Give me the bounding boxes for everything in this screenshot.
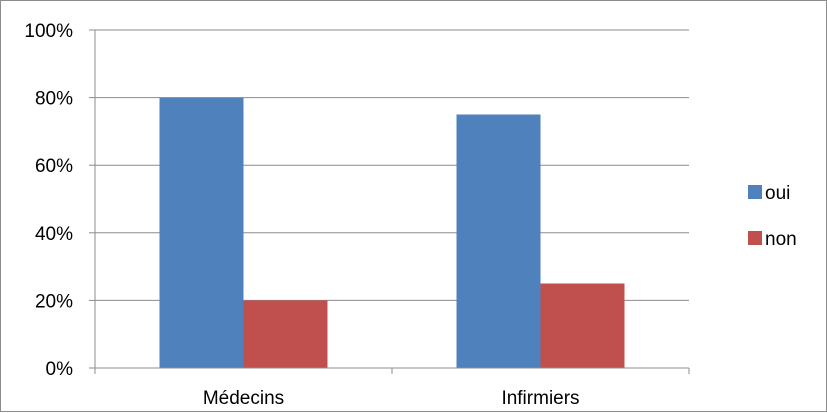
y-tick-labels: 0% 20% 40% 60% 80% 100% — [24, 21, 73, 380]
legend-swatch-non — [748, 231, 762, 245]
legend-label-non: non — [765, 229, 797, 250]
y-tick-label: 100% — [24, 21, 73, 42]
x-category-label: Infirmiers — [501, 388, 579, 409]
bar-oui — [159, 97, 244, 368]
y-tick-label: 20% — [35, 291, 73, 312]
y-tick-label: 60% — [35, 156, 73, 177]
legend-swatch-oui — [748, 185, 762, 199]
axes — [89, 29, 690, 374]
bars — [159, 97, 625, 368]
bar-oui — [456, 114, 541, 368]
y-tick-label: 40% — [35, 224, 73, 245]
legend-label-oui: oui — [765, 183, 790, 204]
y-tick-label: 80% — [35, 89, 73, 110]
bar-non — [540, 283, 625, 368]
x-category-label: Médecins — [203, 388, 284, 409]
x-category-labels: Médecins Infirmiers — [203, 388, 580, 409]
legend: oui non — [748, 183, 797, 250]
bar-non — [243, 300, 328, 368]
y-tick-label: 0% — [46, 359, 74, 380]
